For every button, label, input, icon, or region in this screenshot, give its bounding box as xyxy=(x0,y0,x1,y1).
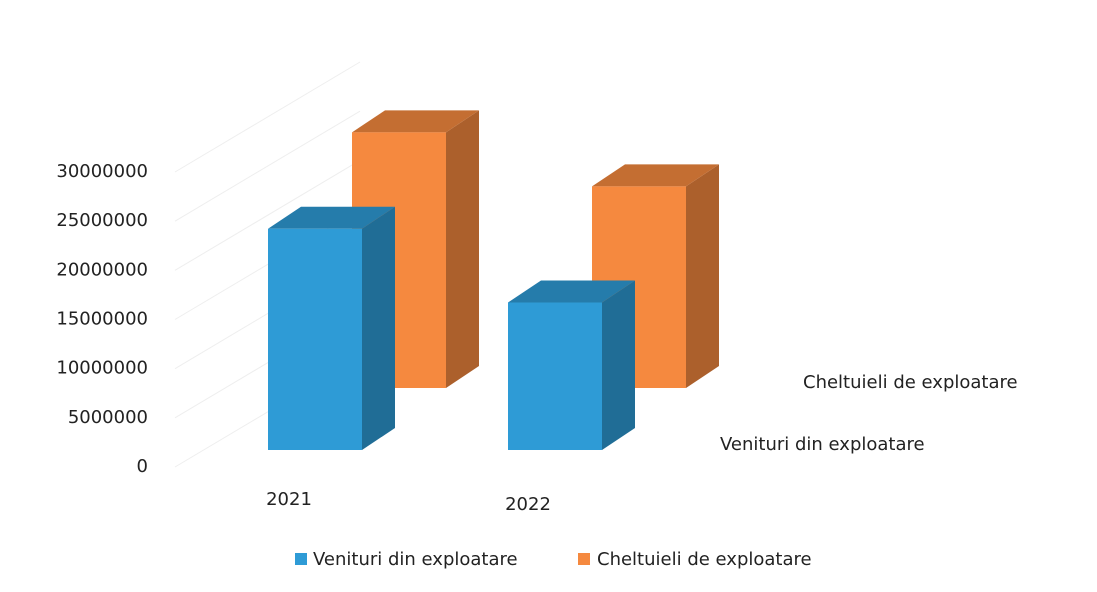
bar-side xyxy=(686,164,719,388)
y-tick-label: 20000000 xyxy=(56,259,148,280)
depth-label: Cheltuieli de exploatare xyxy=(803,372,1018,393)
y-tick-label: 5000000 xyxy=(68,407,148,428)
grid-line xyxy=(174,110,361,222)
x-tick-label: 2021 xyxy=(266,489,312,510)
legend-swatch xyxy=(578,553,590,565)
legend-label: Venituri din exploatare xyxy=(313,549,518,570)
bar-side xyxy=(362,206,395,450)
y-tick-label: 15000000 xyxy=(56,309,148,330)
legend-swatch xyxy=(295,553,307,565)
y-tick-label: 25000000 xyxy=(56,210,148,231)
bar-side xyxy=(446,110,479,388)
bar-side xyxy=(602,280,635,450)
y-tick-label: 0 xyxy=(137,456,148,477)
legend-label: Cheltuieli de exploatare xyxy=(597,549,812,570)
depth-label: Venituri din exploatare xyxy=(720,434,925,455)
y-tick-label: 30000000 xyxy=(56,161,148,182)
x-tick-label: 2022 xyxy=(505,494,551,515)
bar-top xyxy=(592,164,719,187)
y-tick-label: 10000000 xyxy=(56,358,148,379)
bar-top xyxy=(268,206,395,229)
bar-top xyxy=(508,280,635,303)
bar-top xyxy=(352,110,479,133)
bar xyxy=(508,302,602,450)
grid-line xyxy=(174,61,361,173)
grid-line xyxy=(174,159,361,271)
bar xyxy=(268,228,362,450)
